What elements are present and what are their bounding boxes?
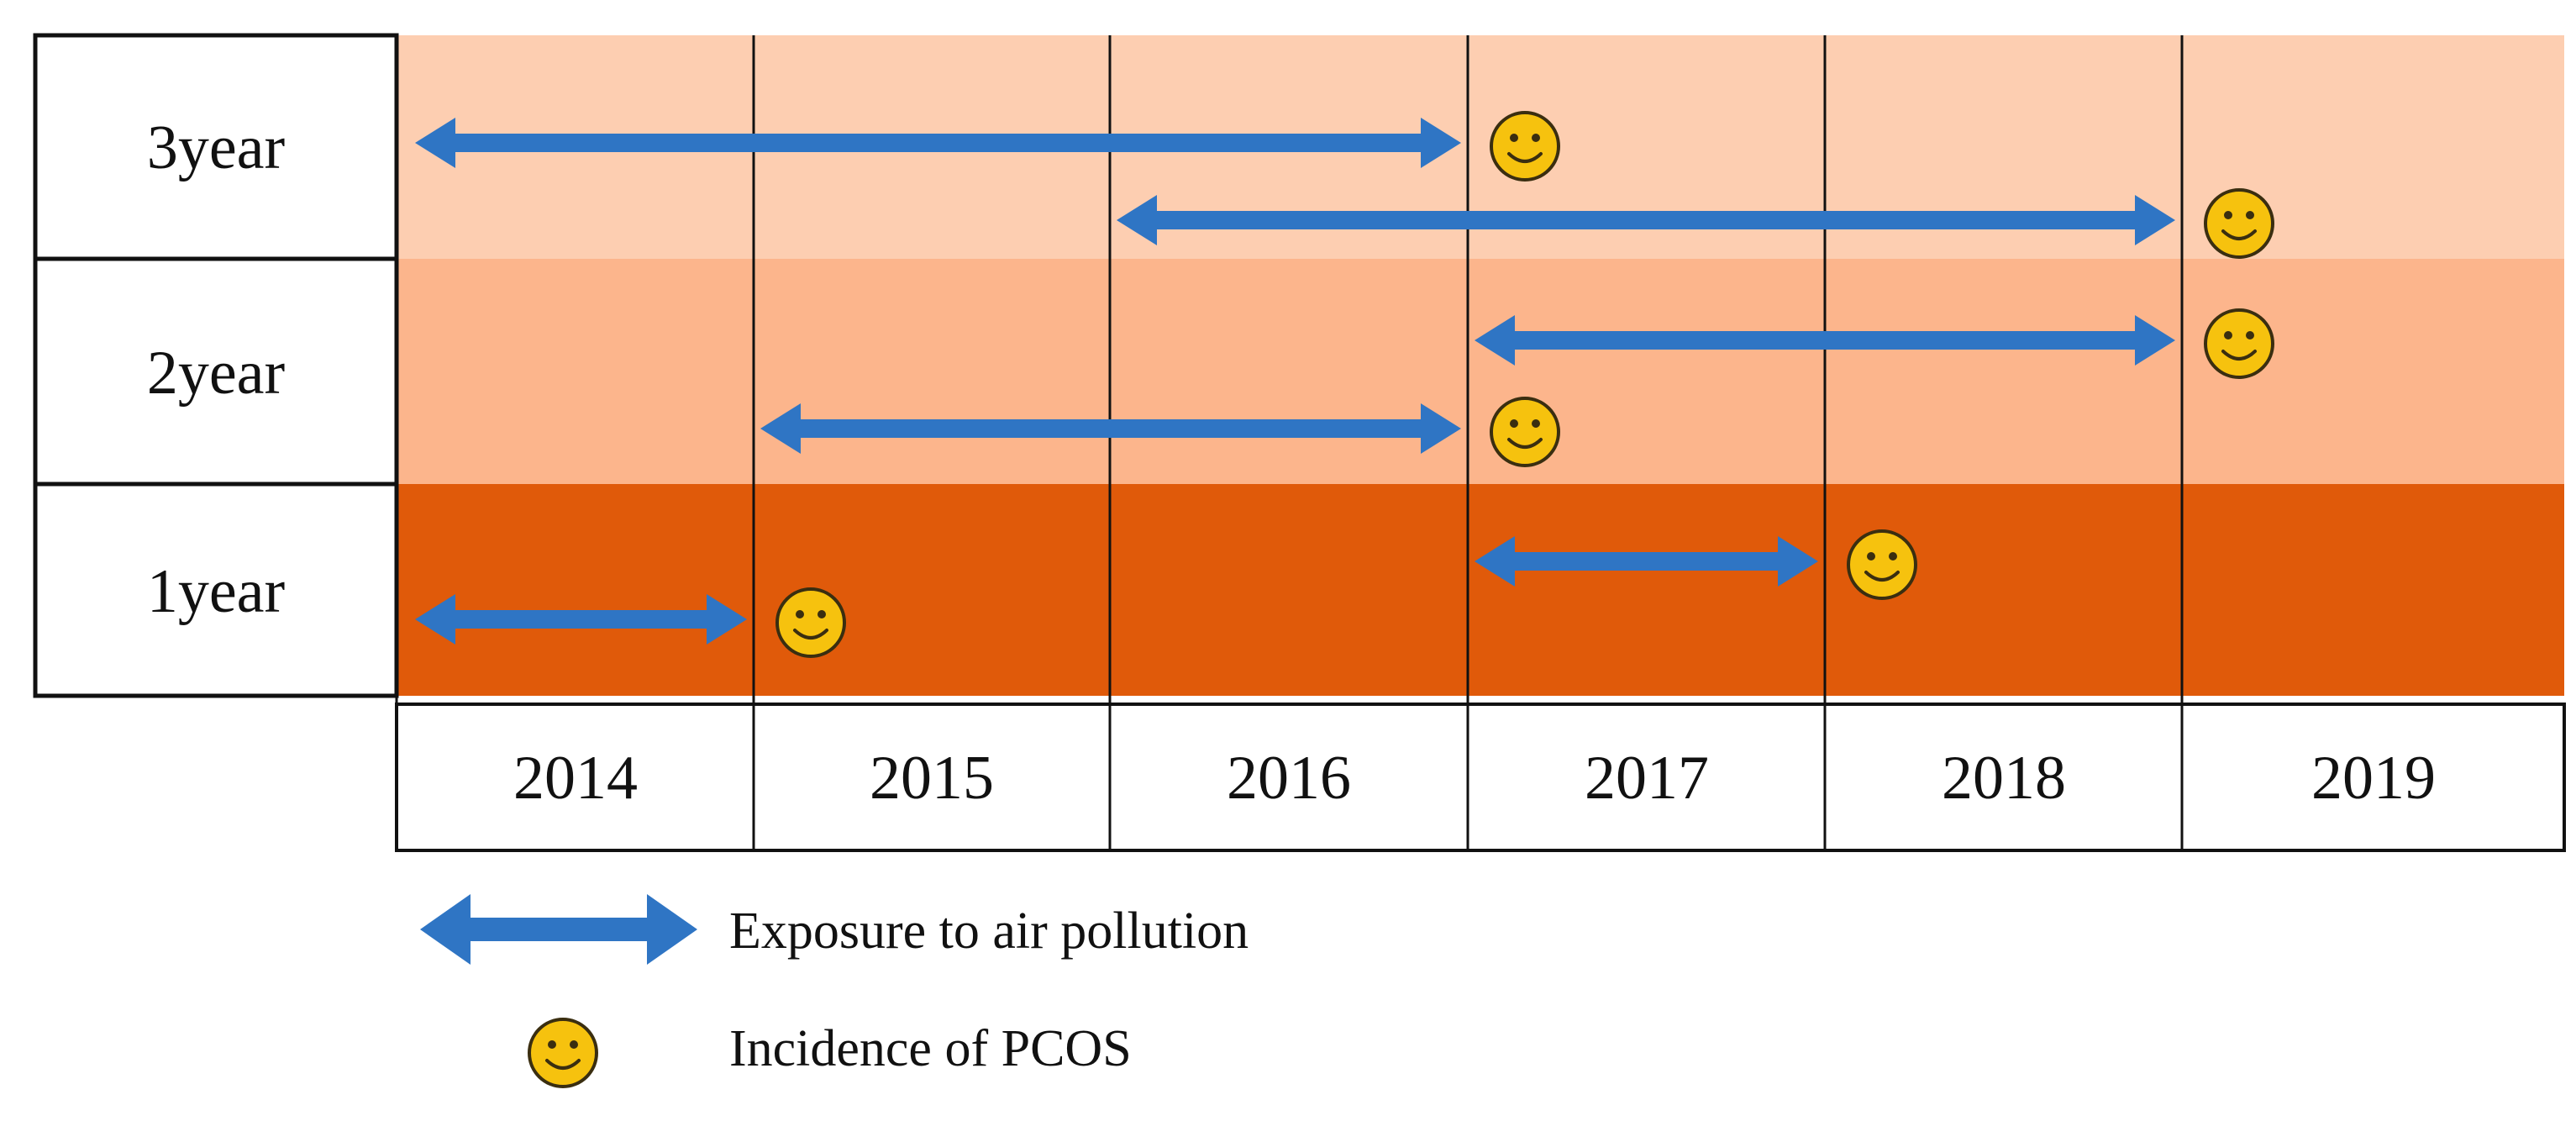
exposure-arrow-2year-2017-2019 (1475, 315, 2175, 366)
pcos-smiley-icon (775, 587, 846, 658)
exposure-arrow-1year-2014-2015 (415, 594, 747, 645)
band-1year (397, 484, 2564, 696)
row-label-box-3year (33, 33, 399, 261)
year-label-2019: 2019 (2311, 744, 2436, 813)
year-axis-frame (395, 703, 2566, 852)
row-label-box-1year (33, 482, 399, 698)
band-2year (397, 259, 2564, 484)
exposure-arrow-2year-2015-2017 (760, 403, 1461, 454)
pcos-smiley-icon (2204, 188, 2274, 259)
exposure-arrow-3year-2014-2017 (415, 118, 1461, 168)
year-axis: 2014 2015 2016 2017 2018 2019 (395, 703, 2566, 852)
pcos-smiley-icon (1490, 111, 1560, 182)
year-label-2018: 2018 (1942, 744, 2066, 813)
row-label-1year: 1year (147, 557, 285, 626)
row-bands (397, 35, 2564, 696)
legend-pcos-label: Incidence of PCOS (729, 1020, 1132, 1077)
pcos-smiley-icon (1490, 397, 1560, 467)
legend-smiley-icon (528, 1018, 598, 1088)
row-label-3year: 3year (147, 113, 285, 182)
row-label-2year: 2year (147, 339, 285, 408)
pcos-smiley-icon (1847, 529, 1917, 600)
legend-exposure-label: Exposure to air pollution (729, 903, 1249, 960)
exposure-arrows (415, 118, 2175, 645)
year-label-2015: 2015 (870, 744, 994, 813)
row-label-box-2year (33, 256, 399, 487)
legend-exposure-arrow-icon (420, 894, 697, 965)
exposure-arrow-1year-2017-2018 (1475, 536, 1818, 587)
row-labels: 3year 2year 1year (33, 33, 399, 698)
year-label-2017: 2017 (1585, 744, 1709, 813)
year-label-2016: 2016 (1227, 744, 1351, 813)
legend: Exposure to air pollution Incidence of P… (420, 894, 1249, 1088)
pcos-smiley-icon (2204, 308, 2274, 379)
exposure-arrow-3year-2016-2019 (1117, 195, 2175, 245)
year-label-2014: 2014 (513, 744, 638, 813)
